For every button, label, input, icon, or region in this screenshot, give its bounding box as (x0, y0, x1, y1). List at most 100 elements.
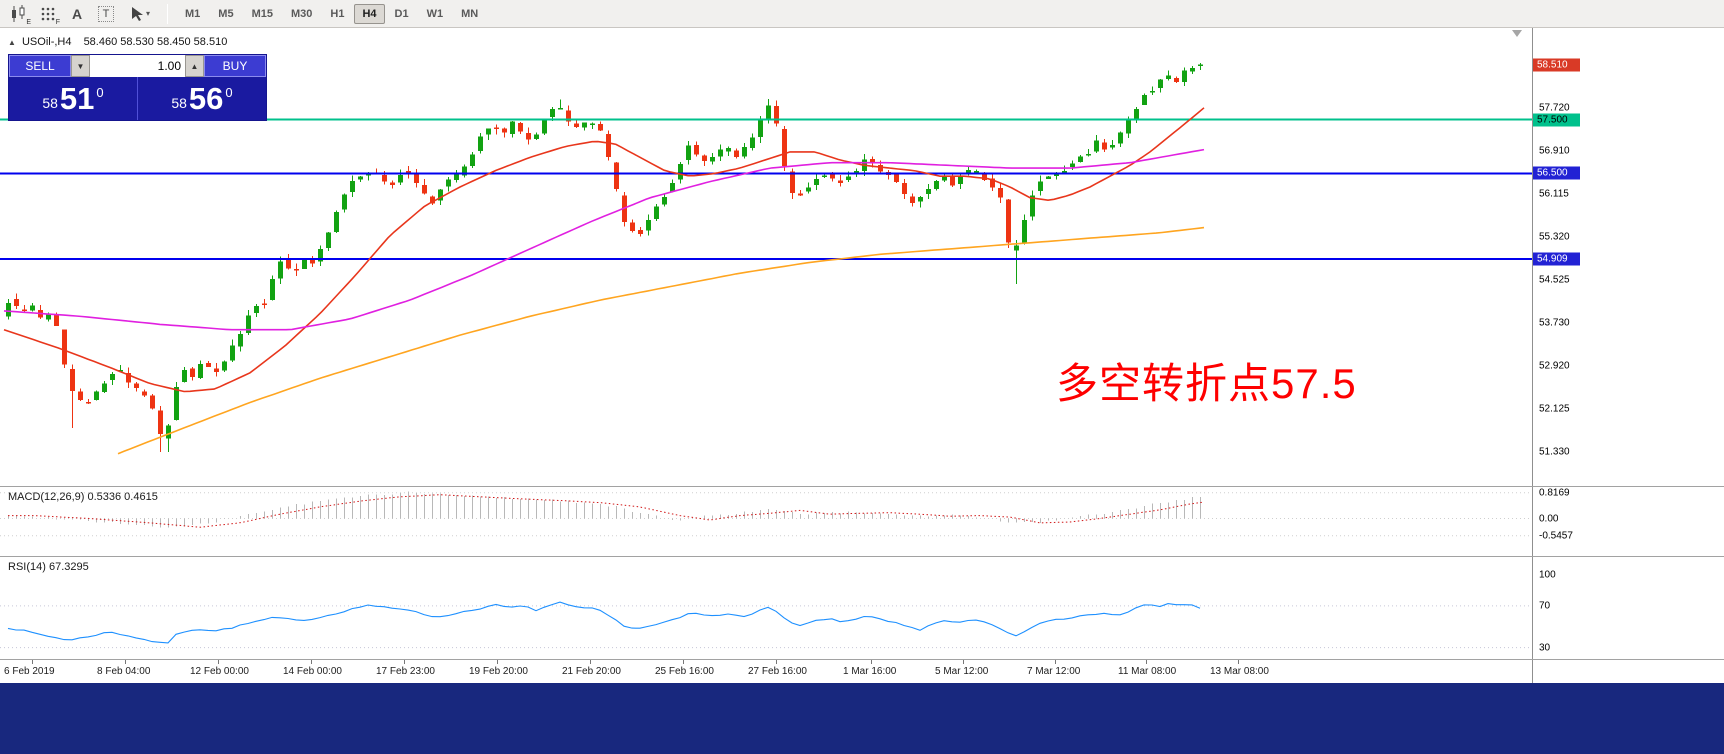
volume-dropdown-button[interactable]: ▼ (71, 55, 90, 77)
candle-body (1086, 154, 1091, 156)
candle-body (558, 108, 563, 110)
volume-input[interactable] (90, 55, 185, 77)
candle-body (1142, 95, 1147, 105)
candle-body (966, 170, 971, 174)
time-tick (218, 660, 219, 664)
pane-separator[interactable] (0, 659, 1724, 660)
indicators-grid-icon[interactable]: F (35, 3, 61, 26)
candle-body (494, 127, 499, 129)
candle-body (678, 164, 683, 180)
chart-annotation: 多空转折点57.5 (1056, 360, 1357, 407)
rsi-chart[interactable] (0, 557, 1532, 659)
candlestick-chart[interactable] (0, 28, 1532, 486)
ma-mid-line[interactable] (3, 148, 1205, 331)
timeframe-w1-button[interactable]: W1 (426, 7, 444, 20)
candle-body (790, 171, 795, 194)
price-tag-54.909: 54.909 (1533, 252, 1580, 266)
price-axis[interactable]: 57.720 56.910 56.115 55.320 54.525 53.730 52.9… (1532, 28, 1724, 486)
timeframe-m30-button[interactable]: M30 (290, 7, 313, 20)
candle-body (774, 106, 779, 124)
time-label: 27 Feb 16:00 (748, 666, 807, 677)
timeframe-h4-button[interactable]: H4 (354, 3, 385, 24)
candle-body (86, 402, 91, 404)
timeframe-m15-button[interactable]: M15 (251, 7, 273, 20)
buy-price[interactable]: 58 56 0 (138, 77, 266, 120)
candle-body (350, 180, 355, 192)
timeframe-m5-button[interactable]: M5 (218, 7, 234, 20)
candle-body (294, 268, 299, 271)
axis-tick-label: 30 (1539, 642, 1551, 654)
chart-ohlc-values: 58.460 58.530 58.450 58.510 (83, 36, 228, 48)
candle-body (1030, 195, 1035, 217)
candle-body (510, 121, 515, 134)
timeframe-mn-button[interactable]: MN (461, 7, 479, 20)
sell-price[interactable]: 58 51 0 (9, 77, 137, 120)
sell-button[interactable]: SELL (9, 55, 71, 77)
candle-body (326, 232, 331, 248)
axis-tick-label: 100 (1539, 569, 1556, 581)
collapse-panel-icon[interactable]: ▲ (8, 38, 16, 47)
time-label: 12 Feb 00:00 (190, 666, 249, 677)
toolbar-separator (167, 3, 168, 24)
candle-body (174, 387, 179, 420)
candle-body (238, 333, 243, 347)
volume-increase-button[interactable]: ▲ (185, 55, 204, 77)
candle-body (1190, 67, 1195, 72)
candle-body (438, 189, 443, 201)
text-label-tool-icon[interactable]: A (64, 3, 90, 25)
time-label: 8 Feb 04:00 (97, 666, 151, 677)
candle-body (870, 159, 875, 164)
buy-price-main: 56 (188, 81, 224, 116)
ma-slow-line[interactable] (117, 226, 1205, 455)
candle-body (830, 173, 835, 179)
text-box-tool-icon[interactable]: T (93, 3, 119, 25)
bottom-bar (0, 683, 1724, 754)
candle-body (630, 222, 635, 231)
pane-separator[interactable] (0, 486, 1724, 487)
candle-body (310, 257, 315, 264)
rsi-pane[interactable]: RSI(14) 67.3295 100 70 30 (0, 557, 1724, 659)
timeframe-h1-button[interactable]: H1 (330, 7, 345, 20)
candle-body (110, 374, 115, 380)
time-axis-pane[interactable]: 6 Feb 2019 8 Feb 04:00 12 Feb 00:00 14 Feb … (0, 660, 1724, 683)
pane-separator[interactable] (0, 556, 1724, 557)
buy-button[interactable]: BUY (204, 55, 266, 77)
axis-tick-label: 52.920 (1539, 360, 1570, 372)
candle-body (942, 175, 947, 181)
axis-tick-label: 57.720 (1539, 102, 1570, 114)
candle-body (1014, 245, 1019, 251)
macd-chart[interactable] (0, 487, 1532, 556)
candle-body (94, 391, 99, 401)
candle-body (302, 258, 307, 269)
candle-body (1102, 142, 1107, 150)
macd-pane[interactable]: MACD(12,26,9) 0.5336 0.4615 0.8169 0.00 -0… (0, 487, 1724, 556)
chart-shift-marker[interactable] (1512, 30, 1522, 37)
candle-body (414, 174, 419, 183)
candle-body (158, 410, 163, 435)
time-label: 7 Mar 12:00 (1027, 666, 1081, 677)
cursor-tool-icon[interactable]: ▾ (122, 3, 158, 25)
candle-body (230, 345, 235, 361)
main-chart-pane[interactable]: ▲ USOil-,H4 58.460 58.530 58.450 58.510 … (0, 28, 1724, 486)
timeframe-m1-button[interactable]: M1 (185, 7, 201, 20)
candle-body (78, 391, 83, 400)
timeframe-d1-button[interactable]: D1 (394, 7, 409, 20)
buy-price-sup: 0 (225, 85, 233, 100)
candle-body (598, 124, 603, 131)
candle-body (6, 303, 11, 317)
timeframe-buttons: M1 M5 M15 M30 H1 H4 D1 W1 MN (177, 3, 486, 24)
candle-body (454, 172, 459, 180)
time-tick (963, 660, 964, 664)
candle-body (838, 180, 843, 184)
candle-body (406, 170, 411, 174)
candle-body (334, 212, 339, 232)
ma-fast-line[interactable] (3, 107, 1205, 393)
candle-body (1158, 79, 1163, 88)
candle-body (582, 122, 587, 128)
candle-body (422, 184, 427, 194)
time-tick (1055, 660, 1056, 664)
candlestick-chart-icon[interactable]: E (6, 3, 32, 26)
candle-body (910, 196, 915, 203)
candle-body (934, 181, 939, 189)
